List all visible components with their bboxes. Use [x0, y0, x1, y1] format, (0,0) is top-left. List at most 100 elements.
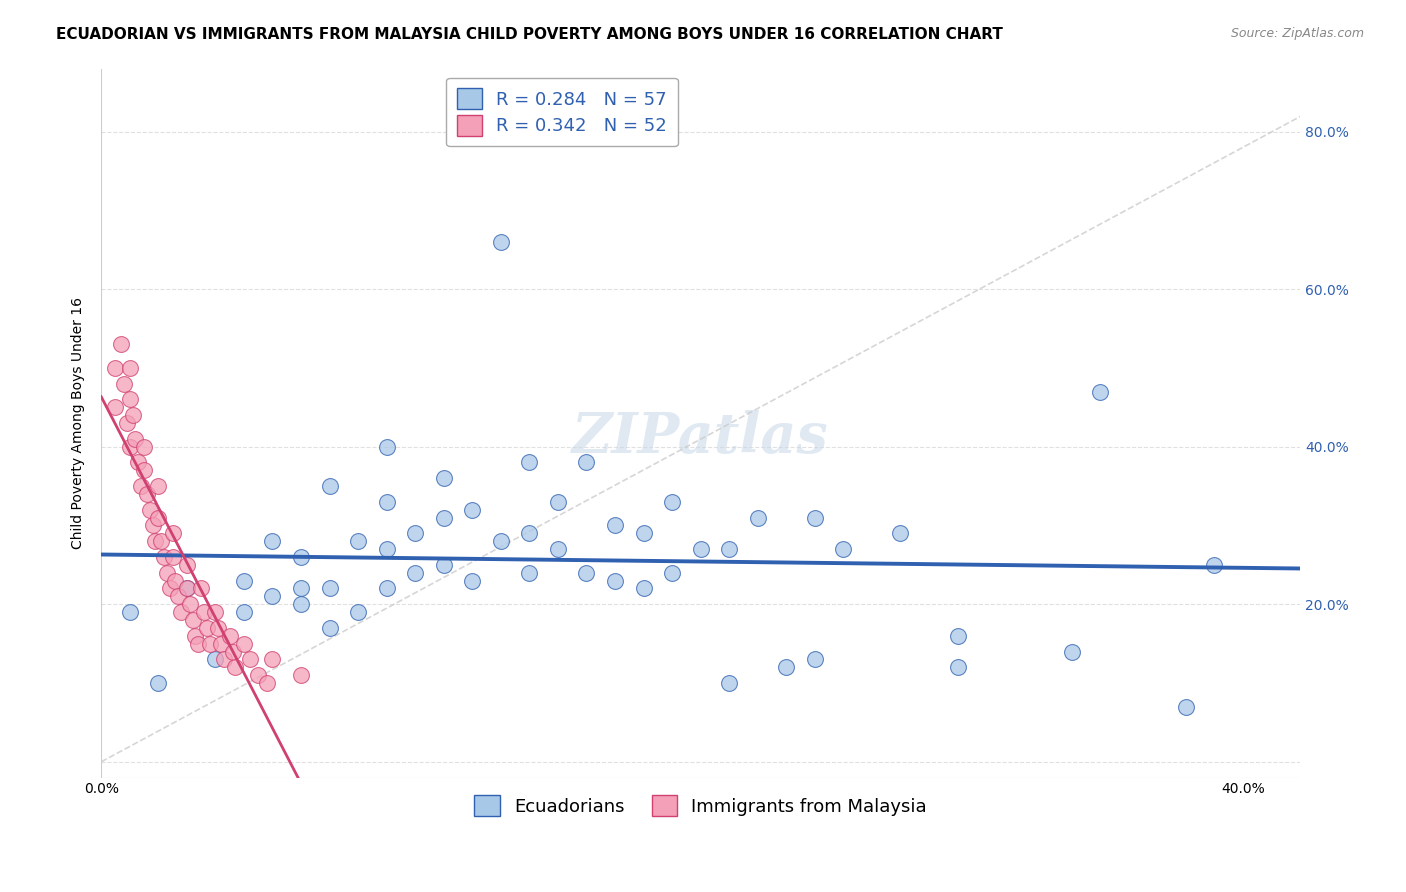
Point	[132, 440, 155, 454]
Point	[519, 566, 541, 580]
Y-axis label: Child Poverty Among Boys Under 16: Child Poverty Among Boys Under 16	[72, 297, 86, 549]
Point	[689, 542, 711, 557]
Point	[290, 668, 312, 682]
Point	[290, 549, 312, 564]
Point	[148, 676, 170, 690]
Point	[104, 401, 127, 415]
Point	[375, 582, 398, 596]
Point	[115, 416, 138, 430]
Point	[404, 566, 426, 580]
Point	[142, 518, 165, 533]
Point	[118, 440, 141, 454]
Point	[575, 455, 598, 469]
Point	[148, 510, 170, 524]
Point	[290, 597, 312, 611]
Point	[198, 637, 221, 651]
Point	[718, 676, 741, 690]
Point	[162, 549, 184, 564]
Point	[167, 590, 190, 604]
Point	[124, 432, 146, 446]
Point	[318, 621, 340, 635]
Point	[404, 526, 426, 541]
Point	[224, 660, 246, 674]
Point	[232, 574, 254, 588]
Point	[218, 629, 240, 643]
Point	[603, 518, 626, 533]
Point	[489, 534, 512, 549]
Point	[132, 463, 155, 477]
Point	[118, 392, 141, 407]
Point	[547, 495, 569, 509]
Point	[232, 605, 254, 619]
Text: ECUADORIAN VS IMMIGRANTS FROM MALAYSIA CHILD POVERTY AMONG BOYS UNDER 16 CORRELA: ECUADORIAN VS IMMIGRANTS FROM MALAYSIA C…	[56, 27, 1002, 42]
Point	[127, 455, 149, 469]
Point	[433, 471, 456, 485]
Point	[187, 637, 209, 651]
Point	[153, 549, 176, 564]
Point	[946, 660, 969, 674]
Point	[661, 495, 683, 509]
Point	[433, 558, 456, 572]
Point	[184, 629, 207, 643]
Point	[375, 542, 398, 557]
Text: ZIPatlas: ZIPatlas	[572, 409, 830, 465]
Point	[804, 652, 827, 666]
Point	[318, 479, 340, 493]
Point	[176, 582, 198, 596]
Point	[889, 526, 911, 541]
Point	[1174, 699, 1197, 714]
Point	[145, 534, 167, 549]
Point	[118, 360, 141, 375]
Point	[747, 510, 769, 524]
Point	[135, 487, 157, 501]
Point	[461, 502, 484, 516]
Point	[221, 644, 243, 658]
Point	[256, 676, 278, 690]
Point	[204, 652, 226, 666]
Point	[262, 652, 284, 666]
Point	[247, 668, 270, 682]
Point	[239, 652, 262, 666]
Point	[190, 582, 212, 596]
Point	[129, 479, 152, 493]
Point	[519, 526, 541, 541]
Point	[138, 502, 160, 516]
Point	[519, 455, 541, 469]
Point	[661, 566, 683, 580]
Point	[804, 510, 827, 524]
Point	[775, 660, 797, 674]
Point	[1060, 644, 1083, 658]
Point	[318, 582, 340, 596]
Point	[946, 629, 969, 643]
Point	[156, 566, 179, 580]
Point	[112, 376, 135, 391]
Point	[832, 542, 855, 557]
Point	[176, 582, 198, 596]
Point	[375, 495, 398, 509]
Point	[148, 479, 170, 493]
Point	[165, 574, 187, 588]
Point	[209, 637, 232, 651]
Point	[162, 526, 184, 541]
Point	[718, 542, 741, 557]
Point	[375, 440, 398, 454]
Point	[176, 558, 198, 572]
Point	[212, 652, 235, 666]
Point	[347, 534, 370, 549]
Point	[104, 360, 127, 375]
Point	[179, 597, 201, 611]
Point	[547, 542, 569, 557]
Point	[262, 534, 284, 549]
Point	[170, 605, 193, 619]
Point	[110, 337, 132, 351]
Point	[193, 605, 215, 619]
Point	[575, 566, 598, 580]
Point	[204, 605, 226, 619]
Point	[633, 582, 655, 596]
Point	[159, 582, 181, 596]
Point	[461, 574, 484, 588]
Point	[603, 574, 626, 588]
Point	[121, 408, 143, 422]
Point	[433, 510, 456, 524]
Legend: Ecuadorians, Immigrants from Malaysia: Ecuadorians, Immigrants from Malaysia	[465, 787, 936, 825]
